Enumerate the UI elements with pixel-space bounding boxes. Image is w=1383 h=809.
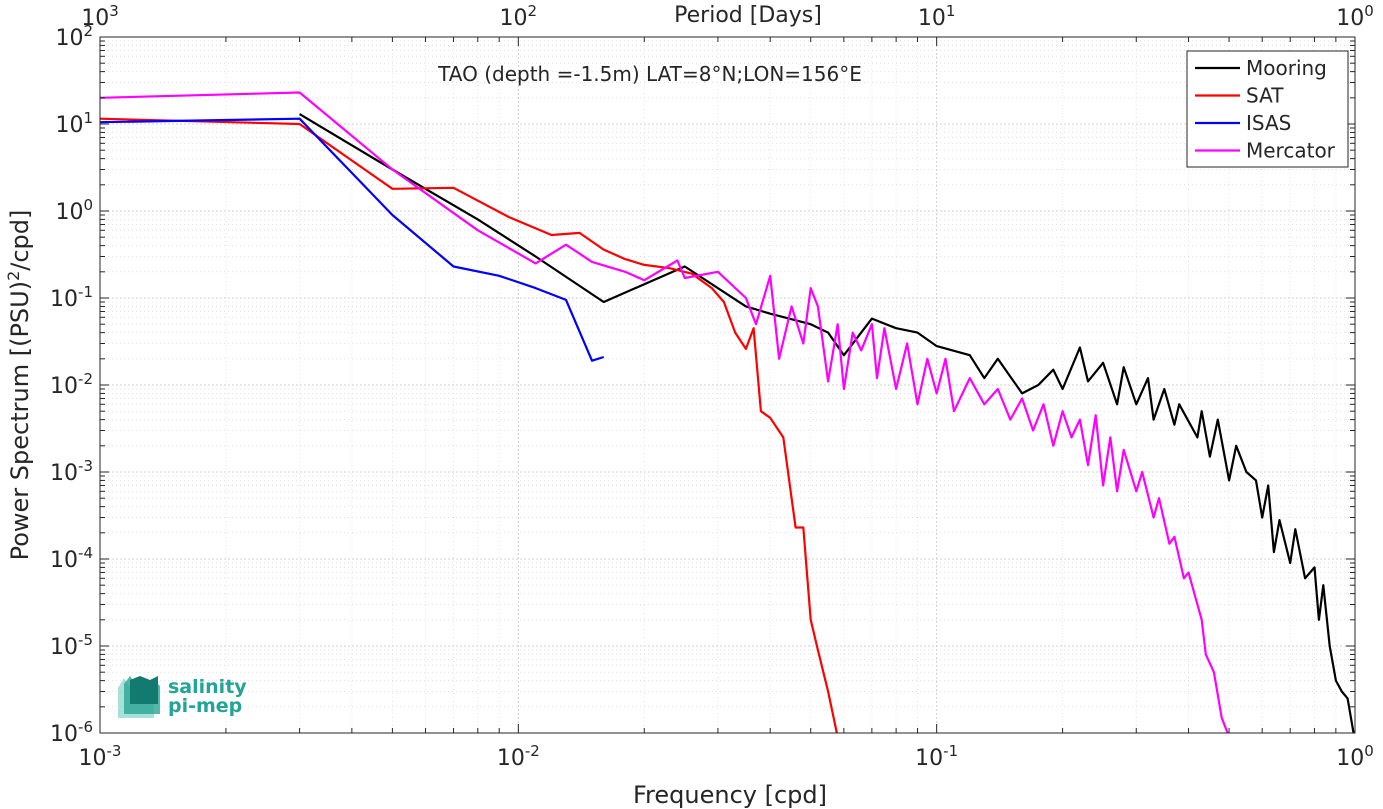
logo-mark — [118, 676, 160, 718]
legend-label-mooring: Mooring — [1246, 56, 1327, 80]
series-line-sat — [100, 117, 838, 733]
x-tick-labels: 10-3 10-2 10-1 100 — [79, 742, 1374, 771]
legend: Mooring SAT ISAS Mercator — [1186, 50, 1349, 168]
legend-label-sat: SAT — [1246, 84, 1284, 108]
y-axis-label-unit: /cpd] — [6, 210, 34, 271]
x-tick-label: 10-1 — [915, 742, 958, 771]
series-line-isas — [100, 117, 605, 362]
legend-label-isas: ISAS — [1246, 111, 1291, 135]
chart-title: TAO (depth =-1.5m) LAT=8°N;LON=156°E — [437, 62, 862, 86]
top-tick-label: 100 — [1336, 2, 1374, 31]
logo-text-pi-mep: pi-mep — [168, 695, 242, 717]
y-axis-label: Power Spectrum [(PSU)2/cpd] — [4, 210, 34, 561]
y-tick-label: 101 — [55, 109, 93, 138]
top-tick-label: 102 — [500, 2, 538, 31]
y-tick-label: 10-2 — [50, 370, 93, 399]
y-axis-label-superscript: 2 — [4, 271, 23, 281]
top-tick-labels: 103 102 101 100 — [81, 2, 1374, 31]
series-layer — [100, 91, 1355, 733]
logo-text-salinity: salinity — [168, 676, 247, 698]
y-tick-label: 10-6 — [50, 718, 93, 747]
legend-label-mercator: Mercator — [1246, 139, 1336, 163]
y-axis-label-main: Power Spectrum [(PSU) — [6, 281, 34, 560]
x-tick-label: 100 — [1336, 742, 1374, 771]
y-tick-label: 10-1 — [50, 283, 93, 312]
y-tick-label: 10-5 — [50, 631, 93, 660]
y-tick-label: 100 — [55, 196, 93, 225]
tick-marks — [99, 36, 1356, 734]
salinity-pi-mep-logo: salinity pi-mep — [118, 676, 247, 718]
top-tick-label: 101 — [918, 2, 956, 31]
y-tick-label: 10-3 — [50, 457, 93, 486]
x-axis-label: Frequency [cpd] — [633, 781, 827, 809]
top-axis-label: Period [Days] — [674, 3, 822, 28]
series-line-mercator — [100, 91, 1229, 733]
top-tick-label: 103 — [81, 2, 119, 31]
series-line-mooring — [299, 113, 1355, 733]
y-tick-labels: 10-6 10-5 10-4 10-3 10-2 10-1 100 101 102 — [50, 22, 93, 747]
y-tick-label: 102 — [55, 22, 93, 51]
x-tick-label: 10-3 — [79, 742, 122, 771]
x-tick-label: 10-2 — [497, 742, 540, 771]
y-tick-label: 10-4 — [50, 544, 93, 573]
legend-box — [1186, 50, 1349, 168]
